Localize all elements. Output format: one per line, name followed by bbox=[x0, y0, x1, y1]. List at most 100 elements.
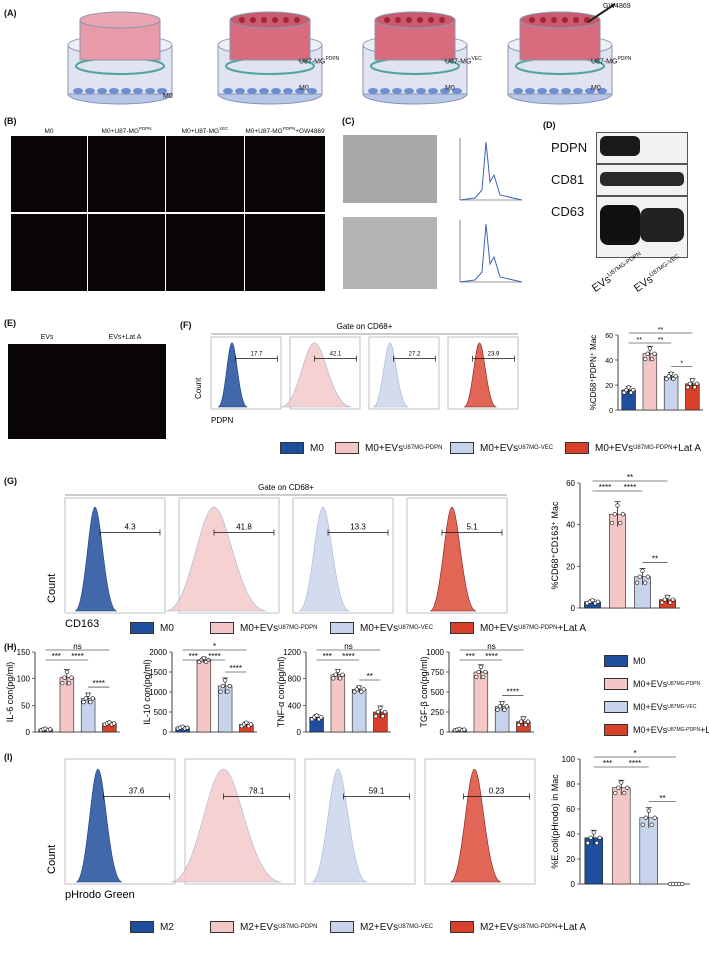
data-point bbox=[497, 704, 502, 709]
bar-ylabel: TNF-α con(pg/ml) bbox=[276, 657, 286, 728]
tumor-cell bbox=[562, 17, 568, 23]
data-point bbox=[609, 520, 615, 526]
data-point bbox=[669, 371, 674, 376]
panel-g-label: (G) bbox=[4, 476, 17, 486]
flow-ylabel: Count bbox=[46, 574, 58, 603]
a-cell-label-1: U87-MGPDPN bbox=[299, 56, 340, 66]
transwell-schematics bbox=[67, 3, 616, 105]
data-point bbox=[659, 600, 665, 605]
data-point bbox=[640, 568, 645, 574]
data-point bbox=[382, 709, 388, 715]
gate-value: 5.1 bbox=[466, 523, 478, 532]
data-point bbox=[69, 675, 74, 680]
data-point bbox=[643, 580, 648, 585]
tumor-cell bbox=[294, 17, 300, 23]
macrophage bbox=[259, 88, 269, 94]
e-col-title-0: EVs bbox=[40, 334, 54, 341]
tumor-cell bbox=[261, 17, 267, 23]
panel-g-chart: Gate on CD68+ 4.3 41.8 13.3 5.1 Count CD163 0 2… bbox=[46, 473, 680, 630]
data-point bbox=[378, 705, 383, 710]
b-col-title: M0 bbox=[44, 128, 54, 136]
data-point bbox=[48, 727, 53, 732]
b-micrograph-bottom bbox=[88, 214, 165, 291]
b-micrograph-top bbox=[88, 136, 165, 212]
bar-ylabel: %CD68⁺CD163⁺ Mac bbox=[550, 501, 560, 590]
data-point bbox=[500, 700, 505, 706]
data-point bbox=[620, 512, 626, 517]
macrophage bbox=[133, 88, 143, 94]
data-point bbox=[201, 655, 206, 661]
legend-swatch bbox=[604, 678, 628, 690]
flow-histogram bbox=[372, 342, 409, 408]
data-point bbox=[645, 574, 651, 579]
legend-item: M0+EVs U87MG-VEC bbox=[330, 622, 433, 634]
y-tick-label: 1000 bbox=[426, 648, 444, 657]
gate-value: 37.6 bbox=[129, 787, 145, 796]
data-point bbox=[504, 704, 509, 709]
sig-mark: ** bbox=[658, 327, 664, 334]
y-tick-label: 0 bbox=[26, 728, 31, 737]
legend-item: M2+EVs U87MG-PDPN bbox=[210, 921, 317, 933]
gate-value: 78.1 bbox=[249, 787, 265, 796]
flow-histogram bbox=[170, 768, 282, 883]
y-tick-label: 0 bbox=[571, 880, 576, 889]
nta-curve bbox=[459, 223, 523, 283]
data-point bbox=[685, 385, 690, 390]
data-point bbox=[67, 681, 72, 686]
tumor-cell bbox=[250, 17, 256, 23]
y-tick-label: 0 bbox=[440, 728, 445, 737]
gate-value: 27.2 bbox=[409, 352, 421, 358]
insert-top bbox=[519, 11, 601, 29]
legend-item: M0+EVsU87MG-PDPN+Lat A bbox=[604, 724, 709, 736]
data-point bbox=[223, 678, 228, 683]
data-point bbox=[478, 664, 483, 670]
sig-mark: **** bbox=[230, 664, 242, 673]
macrophage bbox=[235, 88, 245, 94]
tem-image-2 bbox=[343, 217, 437, 289]
macrophage bbox=[440, 88, 450, 94]
flow-ylabel: Count bbox=[46, 845, 58, 874]
legend-swatch bbox=[335, 442, 359, 454]
data-point bbox=[640, 822, 645, 827]
sig-mark: * bbox=[633, 749, 636, 758]
sig-mark: ** bbox=[627, 473, 633, 482]
flow-frame bbox=[64, 758, 176, 885]
insert-top bbox=[229, 11, 311, 29]
legend-item: M0+EVs U87MG-PDPN bbox=[210, 622, 317, 634]
data-point bbox=[81, 700, 86, 705]
data-point bbox=[333, 672, 338, 677]
a-m0-label-2: M0 bbox=[445, 85, 455, 92]
data-point bbox=[692, 385, 697, 390]
data-point bbox=[525, 719, 531, 724]
macrophage bbox=[513, 88, 523, 94]
data-point bbox=[523, 722, 528, 728]
data-point bbox=[647, 346, 652, 351]
data-point bbox=[474, 674, 479, 680]
data-point bbox=[652, 815, 657, 820]
d-band-cd81 bbox=[600, 172, 684, 186]
bar bbox=[612, 787, 631, 885]
data-point bbox=[335, 668, 340, 674]
sig-mark: ns bbox=[344, 642, 352, 651]
flow-histogram bbox=[463, 342, 497, 408]
flow-histogram bbox=[450, 768, 502, 883]
nta-plots bbox=[459, 138, 523, 283]
sig-mark: **** bbox=[71, 652, 83, 661]
b-micrograph-top bbox=[166, 136, 244, 212]
y-tick-label: 0 bbox=[571, 604, 576, 613]
d-row-label: CD81 bbox=[551, 172, 585, 187]
tumor-cell bbox=[272, 17, 278, 23]
data-point bbox=[521, 716, 526, 721]
data-point bbox=[227, 683, 232, 689]
macrophage bbox=[145, 88, 155, 94]
legend-swatch bbox=[280, 442, 304, 454]
data-point bbox=[483, 669, 488, 675]
data-point bbox=[375, 709, 381, 715]
data-point bbox=[218, 689, 223, 694]
b-col-title: M0+U87-MGPDPN+GW4869 bbox=[245, 126, 325, 136]
macrophage bbox=[525, 88, 535, 94]
sig-mark: **** bbox=[485, 652, 497, 661]
a-cell-label-2: U87-MGVEC bbox=[445, 56, 482, 66]
legend-swatch bbox=[130, 921, 154, 933]
sig-mark: ns bbox=[487, 642, 495, 651]
